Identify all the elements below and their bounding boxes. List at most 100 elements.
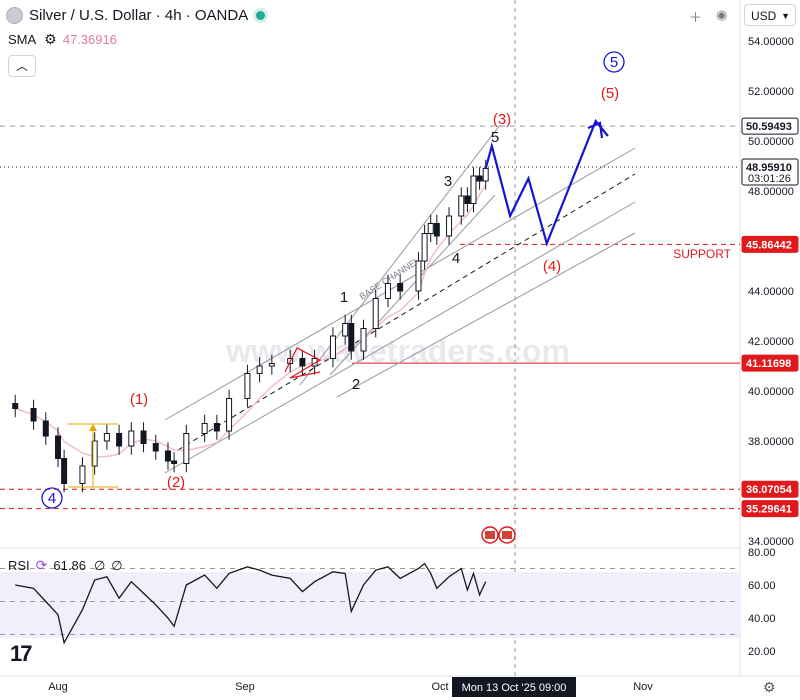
candle-body[interactable]	[226, 398, 233, 432]
chevron-down-icon: ▼	[781, 11, 790, 21]
candle-body[interactable]	[164, 450, 171, 462]
rsi-band	[0, 572, 740, 638]
market-open-dot-icon	[256, 10, 266, 20]
candle-body[interactable]	[103, 433, 110, 442]
price-label: 35.29641	[746, 504, 792, 516]
candle-body[interactable]	[128, 430, 135, 447]
price-axis-tick: 54.00000	[748, 36, 794, 48]
wave-label-red: (1)	[130, 391, 148, 408]
price-axis-tick: 44.00000	[748, 286, 794, 298]
us-flag-event-icon	[485, 531, 495, 539]
candle-body[interactable]	[482, 168, 489, 182]
channel-line	[336, 232, 636, 398]
rsi-axis-tick: 40.00	[748, 613, 776, 625]
price-axis-tick: 42.00000	[748, 336, 794, 348]
candle-body[interactable]	[421, 233, 428, 262]
price-label-badge	[741, 235, 799, 253]
symbol-header[interactable]: Silver / U.S. Dollar · 4h · OANDA	[6, 4, 266, 26]
measure-arrow-icon	[89, 424, 97, 431]
time-axis-label: Oct	[431, 681, 448, 693]
price-axis-tick: 38.00000	[748, 436, 794, 448]
wave-label-red: (5)	[601, 85, 619, 102]
rsi-value: 61.86	[53, 558, 86, 573]
crosshair-time-badge	[452, 677, 576, 697]
price-axis-tick: 52.00000	[748, 86, 794, 98]
tradingview-logo-icon[interactable]: 17	[10, 641, 33, 666]
candle-body[interactable]	[268, 363, 275, 367]
candle-body[interactable]	[476, 175, 483, 182]
candle-body[interactable]	[458, 195, 465, 217]
indicator-settings-icon[interactable]: ⚙	[44, 31, 57, 47]
plus-icon[interactable]: ＋	[689, 10, 703, 25]
wave-label-red: (3)	[493, 111, 511, 128]
price-label: 48.95910	[746, 162, 792, 174]
rsi-settings-icon[interactable]: ⟳	[35, 557, 48, 573]
candle-body[interactable]	[12, 403, 19, 409]
price-axis-tick: 40.00000	[748, 386, 794, 398]
currency-selector[interactable]: USD ▼	[744, 4, 796, 26]
silver-coin-icon	[6, 6, 23, 24]
rsi-axis-tick: 60.00	[748, 580, 776, 592]
candle-body[interactable]	[116, 433, 123, 447]
us-flag-event-icon	[502, 531, 512, 539]
candle-body[interactable]	[152, 443, 159, 452]
price-label-badge	[741, 117, 799, 135]
candle-body[interactable]	[470, 175, 477, 204]
sma-label: SMA	[8, 32, 37, 47]
candle-body[interactable]	[140, 430, 147, 444]
candle-body[interactable]	[348, 323, 355, 352]
time-axis-label: Nov	[633, 681, 653, 693]
candle-body[interactable]	[42, 420, 49, 437]
sma-legend[interactable]: SMA ⚙ 47.36916	[8, 31, 117, 48]
rsi-legend[interactable]: RSI ⟳ 61.86 ∅ ∅	[8, 557, 123, 574]
candle-body[interactable]	[342, 323, 349, 337]
candle-body[interactable]	[244, 373, 251, 399]
channel-line	[329, 194, 496, 376]
candle-body[interactable]	[213, 423, 220, 432]
candle-body[interactable]	[299, 358, 306, 367]
candle-body[interactable]	[91, 440, 98, 467]
price-label-badge	[741, 158, 799, 186]
settings-gear-icon[interactable]: ⚙	[763, 679, 776, 695]
rsi-extra-2: ∅	[111, 557, 123, 573]
candle-body[interactable]	[30, 408, 37, 422]
countdown-label: 03:01:26	[748, 173, 791, 185]
candle-body[interactable]	[183, 433, 190, 464]
candle-body[interactable]	[384, 283, 391, 299]
currency-label: USD	[751, 9, 777, 23]
rsi-axis-tick: 80.00	[748, 547, 776, 559]
candle-body[interactable]	[464, 195, 471, 204]
collapse-legend-button[interactable]: ︿	[8, 55, 36, 77]
price-label: 50.59493	[746, 121, 792, 133]
price-label-badge	[741, 354, 799, 372]
rsi-line	[15, 562, 487, 645]
candle-body[interactable]	[427, 223, 434, 234]
price-label: 45.86442	[746, 239, 792, 251]
candle-body[interactable]	[61, 458, 68, 484]
candle-body[interactable]	[256, 365, 263, 374]
candle-body[interactable]	[360, 328, 367, 352]
channel-midline	[177, 173, 636, 451]
support-label: SUPPORT	[673, 247, 731, 261]
price-label-badge	[741, 500, 799, 518]
candle-body[interactable]	[433, 223, 440, 237]
projection-path	[484, 118, 609, 247]
candle-body[interactable]	[415, 260, 422, 292]
candle-body[interactable]	[446, 215, 453, 237]
channel-line	[164, 201, 636, 474]
rsi-label: RSI	[8, 558, 30, 573]
candle-body[interactable]	[329, 335, 336, 359]
camera-icon[interactable]: ◉	[716, 7, 728, 22]
candle-body[interactable]	[397, 283, 404, 292]
candle-body[interactable]	[201, 423, 208, 434]
time-axis-label: Sep	[235, 681, 255, 693]
wave-label-red: (4)	[543, 258, 561, 275]
candle-body[interactable]	[79, 465, 86, 484]
crosshair-time-label: Mon 13 Oct '25 09:00	[462, 682, 567, 694]
candle-body[interactable]	[171, 460, 178, 464]
candle-body[interactable]	[55, 435, 61, 459]
time-axis-label: Aug	[48, 681, 68, 693]
candle-body[interactable]	[372, 298, 379, 329]
wave-circle	[603, 51, 625, 73]
